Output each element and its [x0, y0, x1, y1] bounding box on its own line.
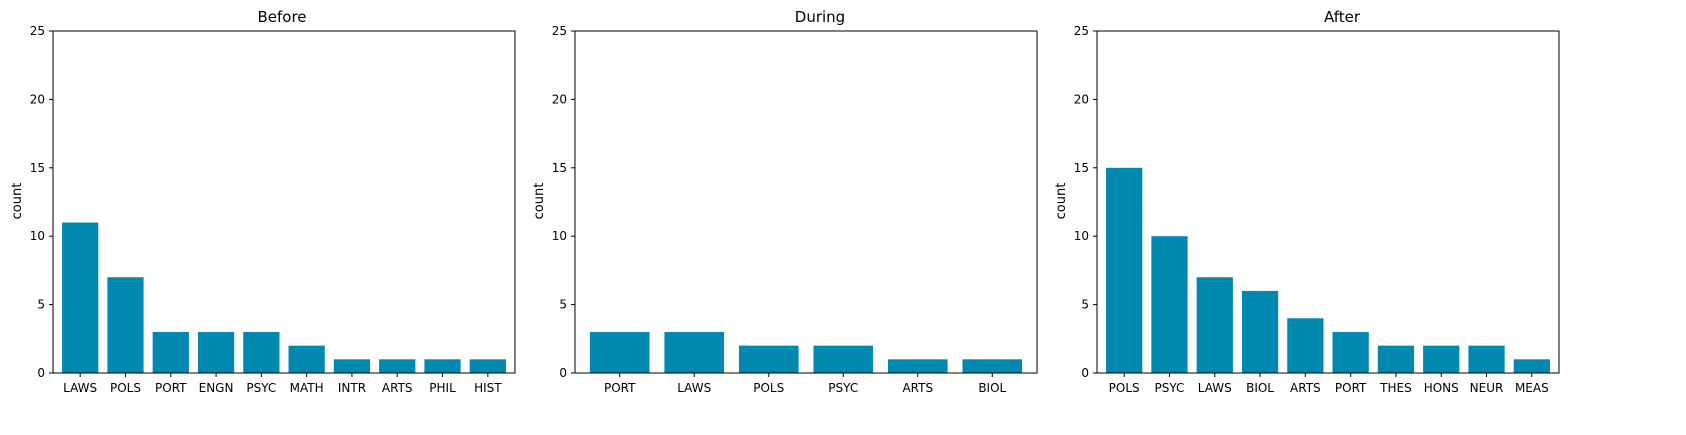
bar-pols	[1106, 167, 1143, 373]
x-tick-label: ARTS	[1290, 381, 1321, 395]
x-tick-label: HIST	[474, 381, 502, 395]
x-tick-label: PSYC	[828, 381, 858, 395]
x-tick-label: PHIL	[429, 381, 456, 395]
x-tick-label: ARTS	[382, 381, 413, 395]
x-tick-label: LAWS	[1198, 381, 1232, 395]
bar-meas	[1513, 359, 1550, 373]
y-tick-label: 10	[1074, 229, 1089, 243]
bar-math	[288, 345, 325, 373]
bar-pols	[107, 277, 144, 373]
y-axis-label: count	[10, 183, 25, 220]
y-tick-label: 5	[559, 298, 567, 312]
bar-intr	[333, 359, 371, 373]
y-axis-label: count	[1054, 183, 1069, 220]
x-tick-label: LAWS	[63, 381, 97, 395]
chart-panel-during: During count 0 5 10 15 20 25 PORT LAWS POLS PSYC A…	[532, 8, 1038, 395]
x-tick-label: POLS	[1109, 381, 1140, 395]
x-tick-label: THES	[1379, 381, 1412, 395]
y-tick-label: 25	[552, 24, 567, 38]
x-tick-label: PSYC	[246, 381, 276, 395]
y-tick-label: 25	[30, 24, 45, 38]
bar-arts	[1287, 318, 1324, 373]
y-tick-label: 0	[559, 366, 567, 380]
x-tick-label: BIOL	[978, 381, 1006, 395]
x-tick-label: ENGN	[199, 381, 234, 395]
bar-psyc	[1151, 236, 1188, 373]
y-tick-label: 0	[37, 366, 45, 380]
bar-arts	[887, 359, 948, 373]
bar-port	[152, 331, 189, 373]
bar-laws	[1196, 277, 1233, 373]
chart-panel-before: Before count 0 5 10 15 20 25 LAWS POLS PORT ENGN P…	[10, 8, 516, 395]
x-tick-label: NEUR	[1470, 381, 1504, 395]
x-tick-label: PORT	[155, 381, 187, 395]
axes-frame	[1096, 30, 1560, 374]
bar-arts	[379, 359, 416, 373]
x-tick-label: ARTS	[902, 381, 933, 395]
chart-title: After	[1324, 8, 1361, 26]
y-tick-label: 0	[1081, 366, 1089, 380]
y-tick-label: 20	[552, 92, 567, 106]
y-tick-label: 15	[30, 161, 45, 175]
x-tick-label: PORT	[1335, 381, 1367, 395]
bar-phil	[424, 359, 461, 373]
bar-hons	[1423, 345, 1460, 373]
y-tick-label: 15	[552, 161, 567, 175]
x-tick-label: POLS	[753, 381, 784, 395]
x-tick-label: INTR	[338, 381, 366, 395]
y-tick-label: 25	[1074, 24, 1089, 38]
y-tick-label: 20	[30, 92, 45, 106]
x-tick-label: HONS	[1424, 381, 1459, 395]
y-axis-label: count	[532, 183, 547, 220]
x-tick-label: BIOL	[1246, 381, 1274, 395]
y-tick-label: 10	[30, 229, 45, 243]
bar-neur	[1468, 345, 1505, 373]
y-tick-label: 10	[552, 229, 567, 243]
bar-biol	[962, 359, 1023, 373]
y-tick-label: 15	[1074, 161, 1089, 175]
y-tick-label: 20	[1074, 92, 1089, 106]
chart-panel-after: After count 0 5 10 15 20 25 POLS PSYC LAWS BIOL AR…	[1054, 8, 1560, 395]
y-tick-label: 5	[37, 298, 45, 312]
bar-biol	[1241, 290, 1279, 373]
x-tick-label: POLS	[110, 381, 141, 395]
x-tick-label: PSYC	[1155, 381, 1185, 395]
axes-frame	[574, 30, 1038, 374]
bar-pols	[738, 345, 799, 373]
x-tick-label: MATH	[290, 381, 324, 395]
bar-laws	[664, 331, 725, 373]
bar-engn	[197, 331, 235, 373]
chart-title: Before	[257, 8, 306, 26]
y-tick-label: 5	[1081, 298, 1089, 312]
bar-port	[1332, 331, 1369, 373]
axes-frame	[52, 30, 516, 374]
bar-port	[589, 331, 650, 373]
x-tick-label: MEAS	[1515, 381, 1549, 395]
bar-hist	[469, 359, 506, 373]
x-tick-label: LAWS	[677, 381, 711, 395]
chart-title: During	[795, 8, 845, 26]
x-tick-label: PORT	[604, 381, 636, 395]
bar-laws	[62, 222, 99, 373]
bar-psyc	[813, 345, 874, 373]
bar-thes	[1377, 345, 1415, 373]
bar-psyc	[243, 331, 280, 373]
